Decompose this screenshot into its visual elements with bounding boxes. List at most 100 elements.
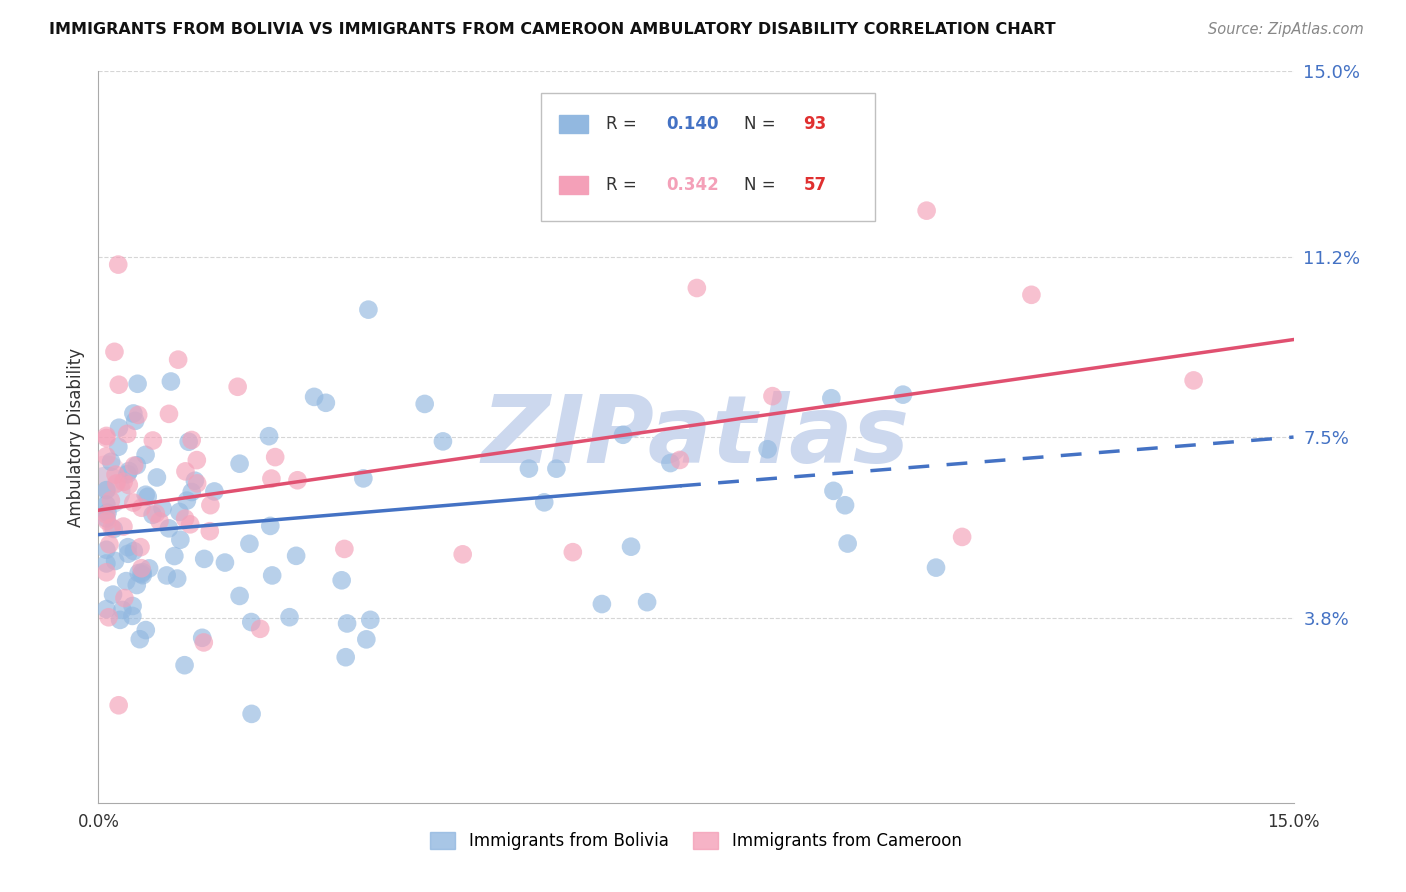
Point [823,483,845,498]
Text: R =: R = [606,115,643,133]
Point [135,623,157,637]
Point [591,597,613,611]
Point [131,566,153,581]
Point [145,507,167,521]
Bar [558,115,589,133]
Point [96,449,118,463]
Point [950,530,973,544]
Text: 57: 57 [804,176,827,194]
Point [96,542,118,557]
Y-axis label: Ambulatory Disability: Ambulatory Disability [66,348,84,526]
Point [262,568,284,582]
Point [249,622,271,636]
Point [612,427,634,442]
Point [180,433,202,447]
Point [169,533,191,547]
Text: N =: N = [744,115,780,133]
Point [193,552,215,566]
Point [315,396,337,410]
Point [278,610,301,624]
Point [129,540,152,554]
Point [96,557,118,571]
Point [96,483,118,498]
Point [259,519,281,533]
Point [686,281,709,295]
Point [820,391,842,405]
Point [238,537,260,551]
Point [131,561,153,575]
Point [117,547,139,561]
Point [240,706,263,721]
Point [118,464,141,478]
Point [96,483,118,497]
Point [96,429,118,443]
Point [180,485,202,500]
Point [117,540,139,554]
Point [177,434,200,449]
Point [148,514,170,528]
Text: 93: 93 [804,115,827,133]
Point [138,561,160,575]
Point [834,498,856,512]
Point [96,498,118,512]
Text: Source: ZipAtlas.com: Source: ZipAtlas.com [1208,22,1364,37]
Point [174,511,197,525]
Point [122,407,145,421]
Point [561,545,583,559]
Point [198,524,221,539]
Point [915,203,938,218]
Point [131,500,153,515]
Point [115,426,138,441]
Point [105,476,128,491]
Point [100,520,122,534]
Point [108,613,131,627]
Point [160,375,183,389]
Point [96,431,118,445]
Point [135,488,157,502]
Point [356,632,378,647]
Point [357,302,380,317]
Point [118,478,141,492]
Point [98,537,121,551]
Point [127,408,149,422]
Point [659,456,682,470]
Point [122,458,145,473]
Point [176,493,198,508]
Point [125,458,148,473]
Point [620,540,643,554]
Point [669,453,692,467]
Point [104,467,127,482]
Point [761,389,783,403]
Point [202,484,225,499]
Point [100,455,122,469]
Point [96,514,118,528]
Point [193,635,215,649]
Point [214,556,236,570]
Point [186,453,208,467]
Point [111,603,134,617]
Point [756,442,779,457]
Point [191,631,214,645]
Point [127,376,149,391]
Point [186,476,208,491]
Point [1182,373,1205,387]
Point [228,457,250,471]
Point [104,554,127,568]
Point [333,541,356,556]
Point [96,469,118,483]
Point [96,508,118,522]
Point [163,549,186,563]
Point [135,448,157,462]
Text: ZIPatlas: ZIPatlas [482,391,910,483]
Point [107,258,129,272]
Point [336,616,359,631]
Point [1021,288,1043,302]
Point [302,390,325,404]
Point [103,344,125,359]
Point [142,434,165,448]
Point [432,434,454,449]
Point [157,407,180,421]
Bar [558,176,589,194]
Text: R =: R = [606,176,643,194]
Point [122,495,145,509]
